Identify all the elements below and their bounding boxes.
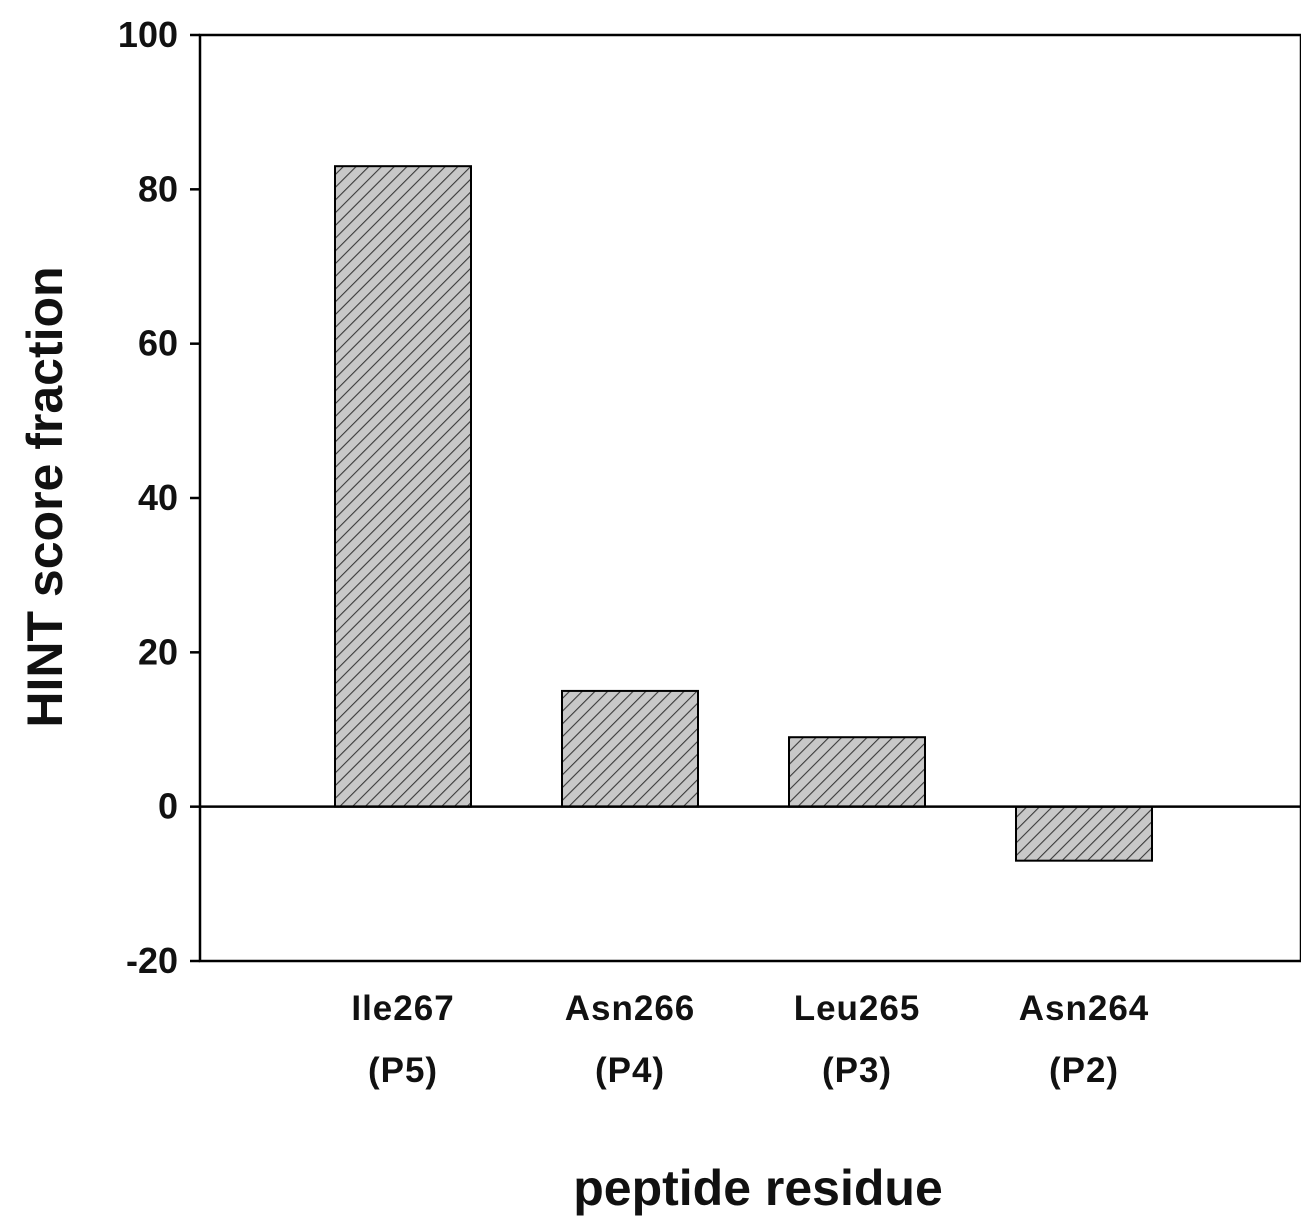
x-category-sublabel: (P3) [822,1051,892,1090]
y-tick-label: 20 [138,631,178,672]
bar-asn266 [561,689,699,808]
bar-ile267 [334,165,472,808]
x-category-sublabel: (P2) [1049,1051,1119,1090]
y-tick-label: -20 [126,940,178,981]
x-axis: Ile267 (P5) Asn266 (P4) Leu265 (P3) Asn264 (P2) [351,989,1150,1090]
y-tick-label: 60 [138,323,178,364]
y-tick-label: 40 [138,477,178,518]
x-category-label: Ile267 [351,989,454,1028]
x-category-label: Asn264 [1019,989,1150,1028]
x-category-sublabel: (P5) [368,1051,438,1090]
bar-leu265 [788,736,926,808]
bar-asn264 [1015,805,1153,862]
y-tick-label: 80 [138,168,178,209]
y-tick-label: 0 [158,786,178,827]
y-tick-label: 100 [118,14,178,55]
x-category-label: Leu265 [794,989,921,1028]
x-category-label: Asn266 [565,989,696,1028]
y-axis: -20 0 20 40 60 80 100 [118,14,200,981]
x-category-sublabel: (P4) [595,1051,665,1090]
x-axis-title: peptide residue [573,1160,943,1216]
bars [334,165,1153,862]
y-axis-title: HINT score fraction [17,266,73,727]
